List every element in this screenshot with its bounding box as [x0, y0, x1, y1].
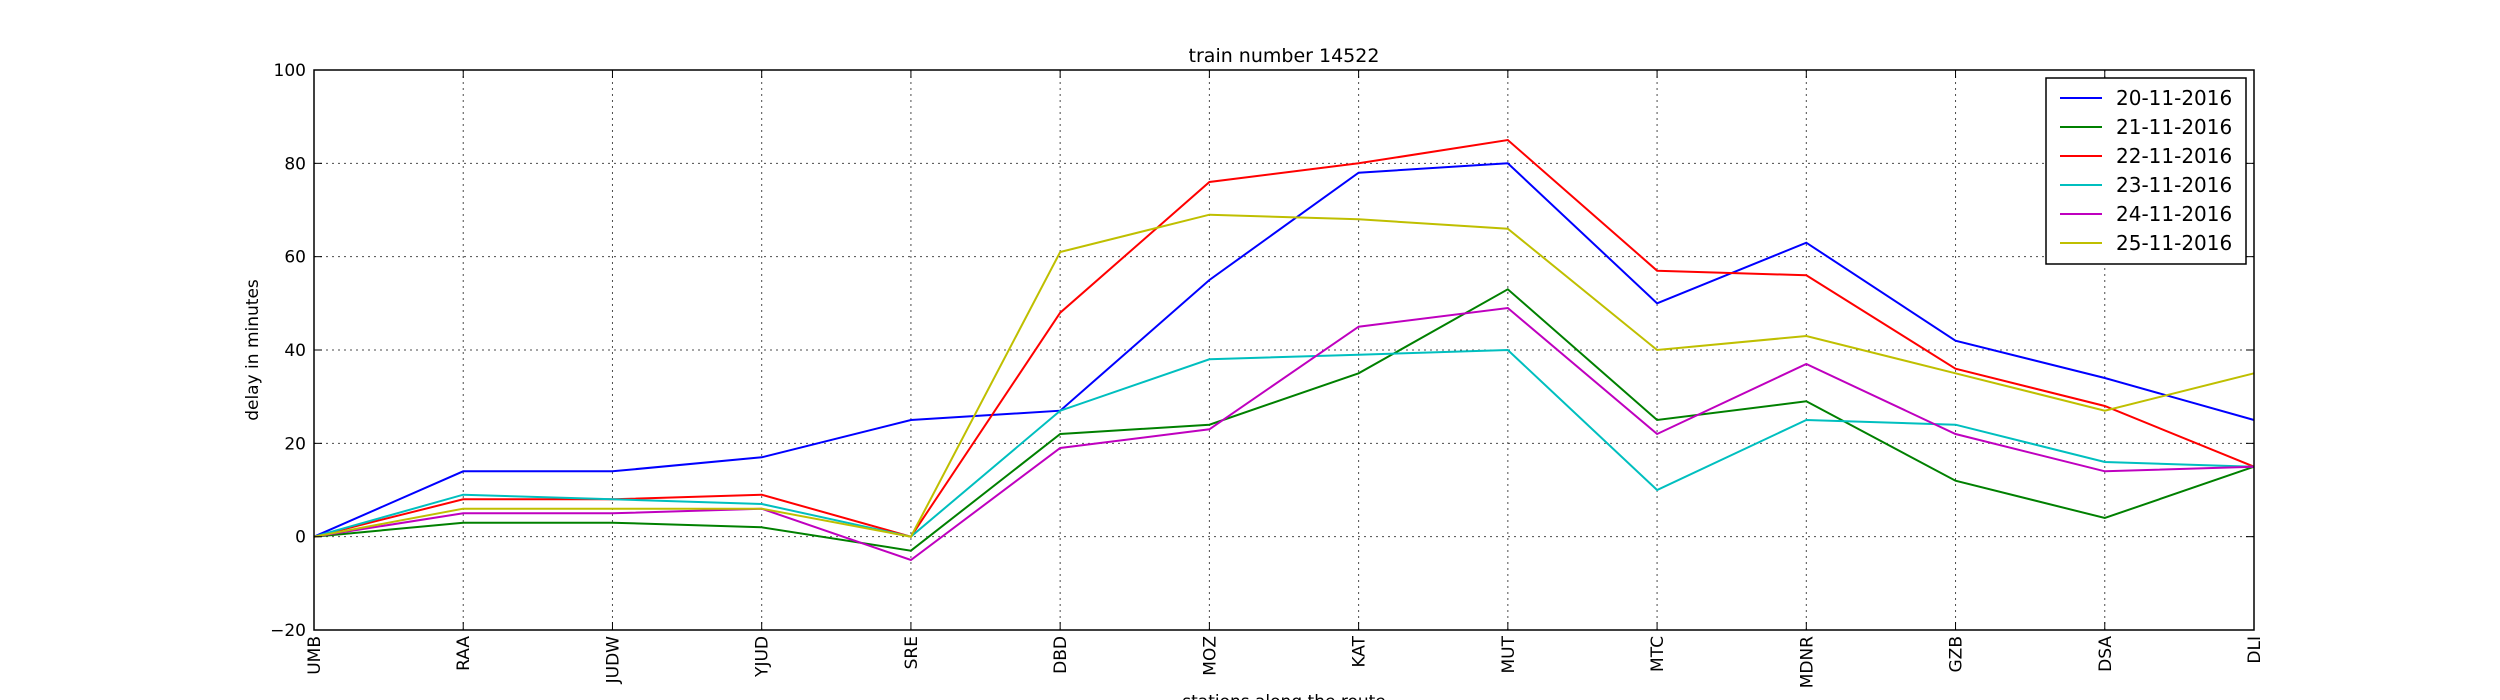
x-tick-label: MOZ	[1200, 636, 1220, 676]
series-line-23-11-2016	[313, 348, 2255, 538]
series-lines	[313, 138, 2255, 562]
y-axis-label: delay in minutes	[243, 279, 263, 421]
axis-ticks: UMB RAA JUDW YJUD SRE DBD MOZ KAT MUT MTC MDNR GZB D…	[270, 61, 2265, 688]
legend-label: 20-11-2016	[2116, 86, 2232, 110]
y-tick-label: 60	[284, 248, 306, 268]
y-tick-label: 100	[274, 61, 306, 81]
x-tick-label: SRE	[902, 636, 922, 669]
y-tick-label: 0	[295, 528, 306, 548]
x-tick-label: MTC	[1648, 636, 1668, 672]
x-tick-label: JUDW	[603, 636, 623, 685]
series-line-21-11-2016	[313, 288, 2255, 552]
series-line-22-11-2016	[313, 138, 2255, 538]
grid	[313, 69, 2255, 631]
x-tick-label: MDNR	[1797, 636, 1817, 688]
y-tick-label: 80	[284, 154, 306, 174]
x-tick-label: UMB	[305, 636, 325, 675]
x-tick-label: KAT	[1350, 635, 1370, 667]
x-tick-label: YJUD	[753, 636, 773, 678]
x-axis-label: stations along the route	[1182, 692, 1386, 700]
x-tick-label: RAA	[454, 636, 474, 671]
legend-label: 22-11-2016	[2116, 144, 2232, 168]
legend: 20-11-2016 21-11-2016 22-11-2016 23-11-2016…	[2045, 77, 2247, 265]
x-tick-label: MUT	[1499, 635, 1519, 673]
legend-label: 23-11-2016	[2116, 173, 2232, 197]
series-line-20-11-2016	[313, 162, 2255, 538]
chart-title: train number 14522	[1189, 45, 1380, 67]
y-tick-label: 20	[284, 434, 306, 454]
y-tick-label: −20	[270, 621, 306, 641]
plot-area	[313, 69, 2255, 631]
x-tick-label: DLI	[2245, 636, 2265, 664]
legend-box	[2045, 77, 2247, 265]
x-tick-label: DSA	[2096, 636, 2116, 672]
legend-label: 25-11-2016	[2116, 231, 2232, 255]
y-tick-label: 40	[284, 341, 306, 361]
x-tick-label: GZB	[1947, 636, 1967, 672]
series-line-24-11-2016	[313, 306, 2255, 562]
legend-label: 21-11-2016	[2116, 115, 2232, 139]
x-tick-label: DBD	[1051, 636, 1071, 674]
legend-label: 24-11-2016	[2116, 202, 2232, 226]
series-line-25-11-2016	[313, 213, 2255, 538]
